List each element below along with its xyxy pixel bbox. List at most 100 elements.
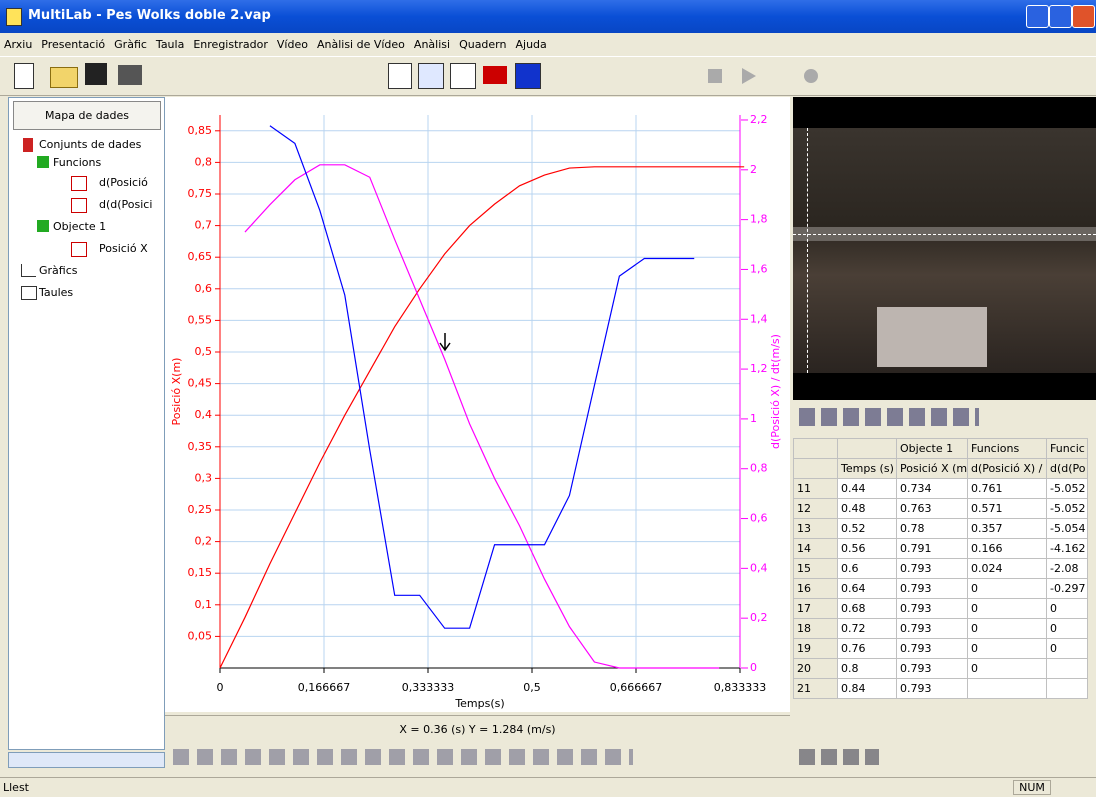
cell: 0.72 <box>838 619 897 639</box>
series-icon <box>71 176 87 191</box>
cell: 0 <box>1047 639 1088 659</box>
tree-item[interactable]: Conjunts de dades <box>39 138 141 151</box>
y-tick-label: 0,85 <box>188 124 213 137</box>
cursor <box>440 333 450 350</box>
tree-item[interactable]: Taules <box>39 286 73 299</box>
cell: 0.791 <box>897 539 968 559</box>
y-tick-label: 0,45 <box>188 377 213 390</box>
cell <box>1047 659 1088 679</box>
cell: 0.56 <box>838 539 897 559</box>
close-button[interactable] <box>1072 5 1095 28</box>
cell: -5.054 <box>1047 519 1088 539</box>
record-icon[interactable] <box>804 69 818 83</box>
window-title: MultiLab - Pes Wolks doble 2.vap <box>28 8 271 23</box>
menu-bar: Arxiu Presentació Gràfic Taula Enregistrador… <box>0 34 1096 54</box>
header-cell: Funcions <box>968 439 1047 459</box>
cell: 0.024 <box>968 559 1047 579</box>
data-map-button[interactable]: Mapa de dades <box>13 101 161 130</box>
cell: -2.08 <box>1047 559 1088 579</box>
video-icon[interactable] <box>515 63 541 89</box>
app-window: MultiLab - Pes Wolks doble 2.vap Arxiu Pr… <box>0 0 1096 796</box>
stop-icon[interactable] <box>708 69 722 83</box>
cell: 0.68 <box>838 599 897 619</box>
header-cell <box>838 439 897 459</box>
cell: 0.793 <box>897 619 968 639</box>
tree-item[interactable]: Funcions <box>53 156 101 169</box>
row-number: 16 <box>794 579 838 599</box>
save-icon[interactable] <box>85 63 107 85</box>
y-tick-label: 0,25 <box>188 503 213 516</box>
table-toolbar <box>793 745 1096 770</box>
open-icon[interactable] <box>50 67 78 88</box>
y-tick-label: 0,3 <box>195 471 213 484</box>
graph-tools[interactable] <box>173 749 633 765</box>
series-icon <box>71 242 87 257</box>
cell: 0.793 <box>897 599 968 619</box>
horizontal-scrollbar[interactable] <box>8 752 165 768</box>
cell: 0 <box>968 579 1047 599</box>
menu-item[interactable]: Taula <box>156 38 184 51</box>
header-cell: Temps (s) <box>838 459 897 479</box>
cell: 0 <box>968 639 1047 659</box>
object-icon <box>37 220 49 232</box>
graph-view-icon[interactable] <box>418 63 444 89</box>
menu-item[interactable]: Ajuda <box>515 38 546 51</box>
y-tick-label: 0,6 <box>195 282 213 295</box>
functions-icon <box>37 156 49 168</box>
cell: 0.793 <box>897 579 968 599</box>
y-axis-title: Posició X(m) <box>170 358 183 426</box>
menu-item[interactable]: Presentació <box>41 38 105 51</box>
toolbar <box>0 56 1096 96</box>
cell <box>968 679 1047 699</box>
x-tick-label: 0,666667 <box>610 681 663 694</box>
menu-item[interactable]: Anàlisi <box>414 38 450 51</box>
header-cell: Posició X (m) <box>897 459 968 479</box>
menu-item[interactable]: Anàlisi de Vídeo <box>317 38 405 51</box>
tree-item[interactable]: Objecte 1 <box>53 220 106 233</box>
series-line <box>270 126 694 628</box>
header-cell: d(Posició X) / <box>968 459 1047 479</box>
x-tick-label: 0,333333 <box>402 681 455 694</box>
grid-view-icon[interactable] <box>450 63 476 89</box>
cell: 0.734 <box>897 479 968 499</box>
tree-item[interactable]: Posició X <box>99 242 148 255</box>
row-number: 17 <box>794 599 838 619</box>
status-bar: Llest NUM <box>0 777 1096 797</box>
menu-item[interactable]: Gràfic <box>114 38 147 51</box>
y2-tick-label: 1,8 <box>750 213 768 226</box>
app-icon <box>6 8 22 26</box>
menu-item[interactable]: Arxiu <box>4 38 32 51</box>
new-icon[interactable] <box>14 63 34 89</box>
dataset-icon <box>23 138 33 152</box>
menu-item[interactable]: Quadern <box>459 38 506 51</box>
y-tick-label: 0,15 <box>188 566 213 579</box>
tree-item[interactable]: d(d(Posici <box>99 198 152 211</box>
video-tools[interactable] <box>799 408 979 426</box>
y-tick-label: 0,8 <box>195 155 213 168</box>
row-number: 11 <box>794 479 838 499</box>
table-view-icon[interactable] <box>388 63 412 89</box>
y-tick-label: 0,1 <box>195 598 213 611</box>
print-icon[interactable] <box>118 65 142 85</box>
y-tick-label: 0,5 <box>195 345 213 358</box>
tree-item[interactable]: Gràfics <box>39 264 78 277</box>
camera-icon[interactable] <box>483 66 507 84</box>
y-tick-label: 0,2 <box>195 535 213 548</box>
table-tools[interactable] <box>799 749 879 765</box>
maximize-button[interactable] <box>1049 5 1072 28</box>
cell: 0.571 <box>968 499 1047 519</box>
y2-tick-label: 0 <box>750 661 757 674</box>
play-icon[interactable] <box>742 68 756 84</box>
y2-tick-label: 2 <box>750 163 757 176</box>
header-cell: Objecte 1 <box>897 439 968 459</box>
menu-item[interactable]: Vídeo <box>277 38 308 51</box>
object <box>877 307 987 367</box>
minimize-button[interactable] <box>1026 5 1049 28</box>
tree-item[interactable]: d(Posició <box>99 176 148 189</box>
menu-item[interactable]: Enregistrador <box>193 38 268 51</box>
cell: 0.64 <box>838 579 897 599</box>
